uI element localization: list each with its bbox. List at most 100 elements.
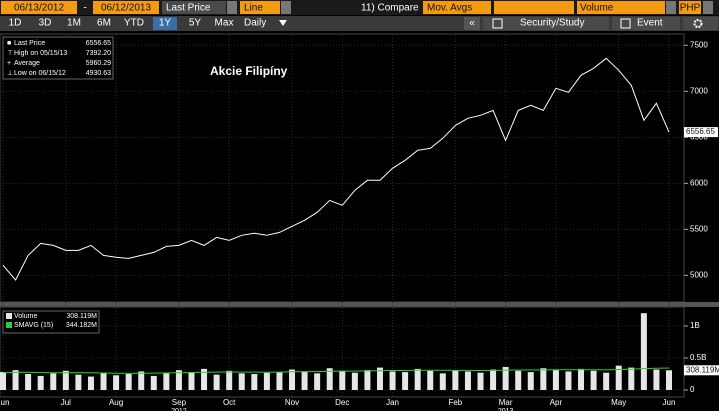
legend-label: Volume — [14, 313, 37, 320]
volume-bar — [653, 369, 660, 390]
legend-value: 7392.20 — [86, 50, 111, 57]
volume-bar — [213, 374, 220, 390]
legend-icon: + — [7, 60, 11, 67]
volume-bar — [12, 370, 19, 390]
period-button[interactable]: 6M — [97, 18, 111, 29]
y-tick-label: 1B — [690, 321, 700, 330]
x-tick-label: Oct — [223, 398, 236, 407]
period-button[interactable]: Max — [215, 18, 234, 29]
lower: Volume — [580, 3, 614, 14]
y-tick-label: 5500 — [690, 224, 708, 233]
volume-bar — [628, 367, 635, 390]
currency: PHP — [680, 3, 701, 14]
volume-bar — [540, 368, 547, 390]
volume-legend — [2, 310, 100, 334]
dropdown[interactable] — [703, 1, 713, 14]
volume-bar — [615, 365, 622, 390]
style-select[interactable] — [240, 1, 280, 14]
field: Last Price — [166, 3, 211, 14]
year-label: 2013 — [498, 408, 514, 411]
legend-value: 344.182M — [66, 322, 97, 329]
dropdown[interactable] — [666, 1, 676, 14]
volume-bar — [339, 370, 346, 390]
legend-value: 5960.29 — [86, 60, 111, 67]
event: Event — [637, 18, 663, 29]
x-tick-label: Aug — [109, 398, 123, 407]
volume-bar — [376, 367, 383, 390]
event-icon — [620, 18, 631, 29]
volume-bar — [389, 371, 396, 390]
period-active — [153, 17, 177, 30]
legend-swatch — [6, 322, 12, 328]
volume-bar — [464, 371, 471, 390]
empty-field[interactable] — [494, 1, 574, 14]
x-tick-label: Mar — [499, 398, 513, 407]
period-button[interactable]: 1Y — [159, 18, 172, 29]
x-tick-label: Jun — [0, 398, 9, 407]
volume-bar — [402, 372, 409, 390]
dropdown-arrow[interactable] — [279, 20, 287, 26]
period-button[interactable]: 3D — [39, 18, 52, 29]
start-date: 06/13/2012 — [14, 3, 64, 14]
frequency[interactable]: Daily — [244, 18, 266, 29]
volume-bar — [87, 376, 94, 390]
legend-label: SMAVG (15) — [14, 322, 53, 329]
last-volume-tag-label: 308.119M — [686, 365, 719, 374]
volume-bar — [251, 374, 258, 390]
style: Line — [244, 3, 263, 14]
volume-bar — [565, 371, 572, 390]
volume-bar — [666, 370, 672, 390]
collapse-button[interactable] — [464, 17, 480, 30]
currency-field[interactable] — [679, 1, 701, 14]
mov-avgs-field[interactable] — [423, 1, 491, 14]
dash: - — [83, 3, 86, 14]
legend-value: 6556.65 — [86, 40, 111, 47]
last-price-tag — [684, 127, 718, 138]
volume-bar — [502, 366, 509, 390]
period-button[interactable]: 1D — [9, 18, 22, 29]
legend-label: Low on 06/15/12 — [14, 70, 66, 77]
study: Security/Study — [520, 18, 584, 29]
volume-bar — [175, 370, 182, 390]
gear-icon — [693, 19, 703, 28]
volume-bar — [578, 368, 585, 390]
volume-bar — [37, 375, 44, 390]
start-date-field[interactable] — [1, 1, 77, 14]
period-button[interactable]: 1M — [67, 18, 81, 29]
volume-bar — [289, 369, 296, 390]
period-button[interactable]: 5Y — [189, 18, 202, 29]
period-buttons: 1D 3D 1M 6M YTD 1Y 5Y Max — [9, 17, 234, 30]
field-select[interactable] — [162, 1, 226, 14]
volume-bar — [301, 371, 308, 390]
volume-bar — [515, 370, 522, 390]
study-button[interactable] — [483, 17, 609, 30]
volume-bar — [75, 374, 82, 390]
last-volume-tag — [684, 365, 719, 376]
volume-bar — [452, 370, 459, 390]
compare[interactable]: 11) Compare — [361, 3, 419, 14]
end-date-field[interactable] — [93, 1, 159, 14]
price-line — [2, 57, 670, 281]
volume-bar — [640, 313, 647, 390]
mov-avgs: Mov. Avgs — [427, 3, 472, 14]
dropdown[interactable] — [281, 1, 291, 14]
legend-icon: ■ — [7, 40, 11, 47]
legend-value: 308.119M — [66, 313, 97, 320]
volume-bar — [100, 372, 107, 390]
period-button[interactable]: YTD — [124, 18, 144, 29]
last-price-tag-label: 6556.65 — [686, 127, 715, 136]
legend-icon: ⊥ — [7, 70, 13, 77]
volume-bar — [527, 372, 534, 390]
event-button[interactable] — [612, 17, 680, 30]
volume-bar — [113, 375, 120, 390]
panel-separator — [0, 302, 719, 307]
dropdown[interactable] — [227, 1, 237, 14]
y-tick-label: 7500 — [690, 40, 708, 49]
volume-bar — [125, 374, 132, 390]
volume-bar — [276, 372, 283, 390]
y-tick-label: 7000 — [690, 86, 708, 95]
lower-field[interactable] — [577, 1, 665, 14]
x-tick-label: Dec — [335, 398, 349, 407]
